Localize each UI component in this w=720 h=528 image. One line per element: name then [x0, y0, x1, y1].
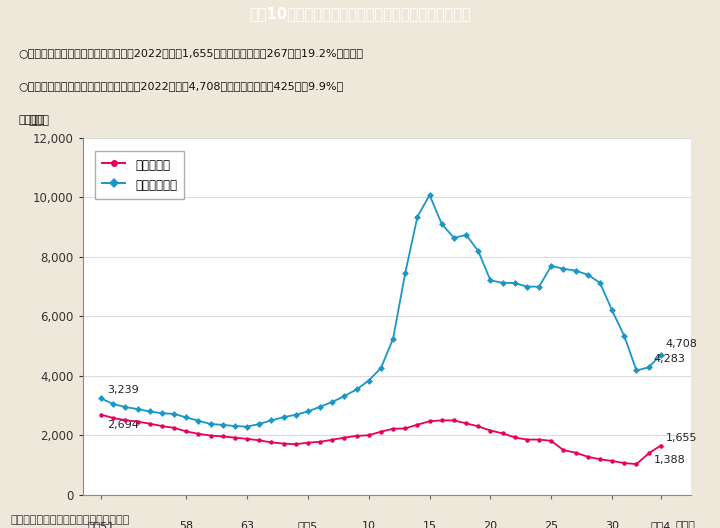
Text: 63: 63 — [240, 522, 254, 528]
Text: 平成5: 平成5 — [298, 522, 318, 528]
Text: 10: 10 — [361, 522, 376, 528]
Text: 令和4: 令和4 — [651, 522, 671, 528]
Text: 1,655: 1,655 — [666, 433, 697, 443]
Text: 25: 25 — [544, 522, 558, 528]
Text: ○強制わいせつの認知件数は、令和４（2022）年は4,708件で、前年に比べ425件（9.9%）: ○強制わいせつの認知件数は、令和４（2022）年は4,708件で、前年に比べ42… — [19, 81, 343, 91]
Legend: 強制性交等, 強制わいせつ: 強制性交等, 強制わいせつ — [95, 151, 184, 199]
Text: 20: 20 — [483, 522, 498, 528]
Text: 昭和51: 昭和51 — [87, 522, 114, 528]
Text: 1,388: 1,388 — [654, 455, 685, 465]
Text: ５－10図　強制性交等・強制わいせつ認知件数の推移: ５－10図 強制性交等・強制わいせつ認知件数の推移 — [249, 6, 471, 21]
Text: （件）: （件） — [28, 114, 49, 127]
Text: 15: 15 — [423, 522, 436, 528]
Text: 4,283: 4,283 — [654, 354, 685, 364]
Text: ○強制性交等の認知件数は、令和４（2022）年は1,655件で、前年に比べ267件（19.2%）増加。: ○強制性交等の認知件数は、令和４（2022）年は1,655件で、前年に比べ267… — [19, 48, 364, 58]
Text: 4,708: 4,708 — [666, 339, 698, 349]
Text: 3,239: 3,239 — [107, 385, 139, 395]
Text: 2,694: 2,694 — [107, 420, 139, 430]
Text: （年）: （年） — [675, 522, 696, 528]
Text: 58: 58 — [179, 522, 193, 528]
Text: 増加。: 増加。 — [19, 115, 45, 125]
Text: 30: 30 — [605, 522, 619, 528]
Text: （備考）警察庁「犯罪統計」より作成。: （備考）警察庁「犯罪統計」より作成。 — [11, 515, 130, 525]
